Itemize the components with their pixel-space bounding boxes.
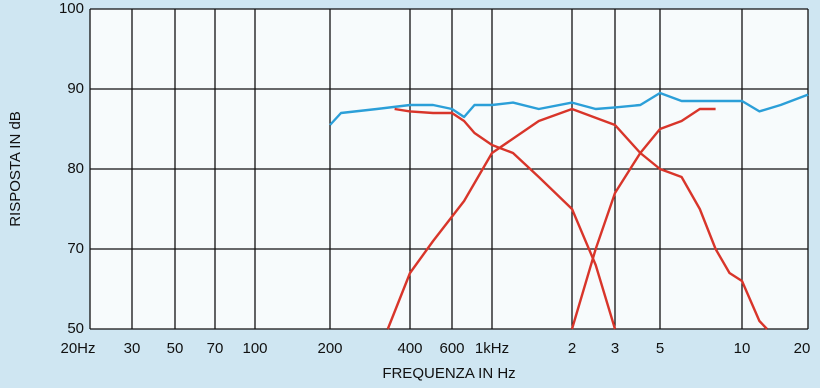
x-tick-label: 10 — [734, 340, 751, 357]
response-curve — [329, 91, 809, 126]
y-axis-title: RISPOSTA IN dB — [7, 111, 24, 227]
y-tick-label: 90 — [67, 80, 84, 97]
x-tick-label: 3 — [611, 340, 619, 357]
x-tick-label: 100 — [242, 340, 267, 357]
x-tick-label: 20 — [794, 340, 811, 357]
y-tick-label: 100 — [59, 0, 84, 17]
y-tick-label: 70 — [67, 240, 84, 257]
x-tick-label: 20Hz — [60, 340, 95, 357]
x-tick-label: 200 — [317, 340, 342, 357]
y-tick-label: 80 — [67, 160, 84, 177]
x-tick-label: 70 — [207, 340, 224, 357]
x-axis-title: FREQUENZA IN Hz — [382, 365, 515, 382]
response-curve — [570, 107, 716, 330]
x-tick-label: 1kHz — [475, 340, 509, 357]
x-tick-label: 600 — [439, 340, 464, 357]
x-tick-label: 30 — [124, 340, 141, 357]
y-tick-label: 50 — [67, 320, 84, 337]
x-tick-label: 400 — [397, 340, 422, 357]
x-tick-label: 2 — [568, 340, 576, 357]
x-tick-label: 50 — [167, 340, 184, 357]
x-tick-label: 5 — [656, 340, 664, 357]
response-curve — [394, 107, 617, 330]
